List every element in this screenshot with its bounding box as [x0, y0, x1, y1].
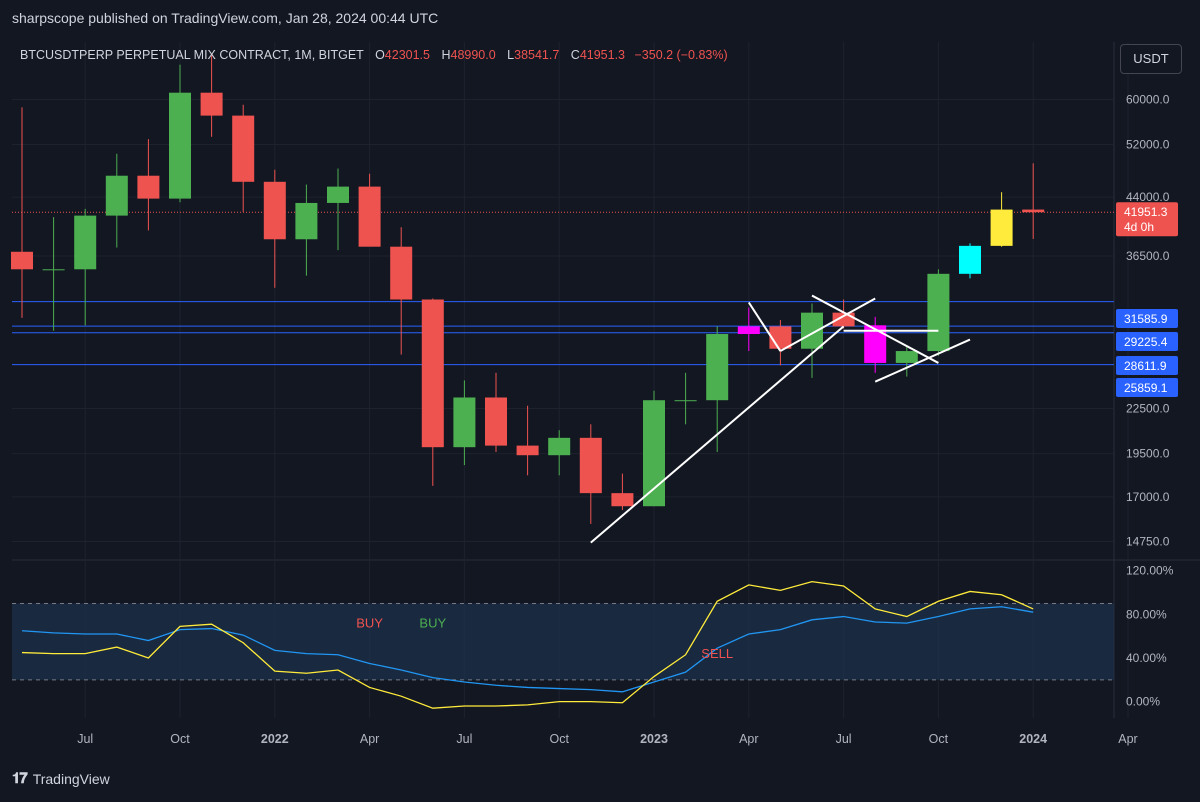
candle-body: [11, 251, 33, 270]
price-tick-label: 19500.0: [1126, 447, 1170, 461]
candle-body: [959, 245, 981, 274]
oscillator-annotation: BUY: [356, 615, 383, 630]
candle-body: [263, 181, 286, 240]
candle-body: [137, 175, 160, 199]
close-value: 41951.3: [579, 48, 626, 62]
candle-body: [864, 325, 887, 363]
axes: 60000.0 52000.0 44000.0 36500.0 22500.0 19500…: [77, 92, 1178, 746]
last-price-label: 41951.3: [1124, 205, 1168, 219]
candle-body: [927, 273, 950, 352]
close-label: C: [570, 48, 580, 62]
time-tick-label: Jul: [456, 732, 472, 746]
symbol-title[interactable]: BTCUSDTPERP PERPETUAL MIX CONTRACT, 1M, …: [20, 48, 364, 62]
oscillator-tick-label: 0.00%: [1126, 695, 1160, 709]
candle-body: [358, 186, 381, 247]
candle-body: [327, 186, 349, 203]
tradingview-logo-icon: 𝟏𝟕: [12, 770, 28, 787]
candle-body: [485, 397, 507, 446]
countdown-label: 4d 0h: [1124, 220, 1154, 234]
level-price-tag: [1116, 356, 1178, 375]
trendline: [874, 338, 971, 383]
candle-body: [990, 209, 1013, 246]
low-label: L: [507, 48, 515, 62]
time-tick-label: Jul: [836, 732, 852, 746]
candle-body: [611, 493, 634, 507]
trendline: [747, 301, 782, 352]
price-tick-label: 52000.0: [1126, 138, 1170, 152]
candles: [11, 55, 1045, 524]
candle-body: [169, 92, 191, 199]
change-value: −350.2 (−0.83%): [634, 48, 728, 62]
trendline: [779, 297, 876, 352]
trendline: [811, 294, 939, 364]
time-tick-label: Oct: [170, 732, 190, 746]
price-tick-label: 44000.0: [1126, 190, 1170, 204]
time-tick-label: Apr: [1118, 732, 1137, 746]
oscillator-band-fill: [12, 603, 1114, 680]
candle-body: [390, 246, 413, 300]
publish-info: sharpscope published on TradingView.com,…: [12, 10, 439, 26]
candle-body: [643, 400, 665, 507]
brand-name: TradingView: [32, 770, 110, 787]
level-price-tag: [1116, 309, 1178, 328]
trendline: [590, 325, 845, 544]
level-price-label: 31585.9: [1124, 312, 1168, 326]
high-label: H: [441, 48, 451, 62]
candle-body: [74, 215, 97, 270]
oscillator-tick-label: 80.00%: [1126, 607, 1167, 621]
last-price-tag: [1116, 202, 1178, 237]
time-tick-label: 2023: [640, 732, 668, 746]
oscillator-yellow-line: [21, 580, 1034, 709]
low-value: 38541.7: [514, 48, 560, 62]
candle-body: [895, 351, 918, 363]
candle-body: [1022, 209, 1045, 213]
oscillator-tick-label: 40.00%: [1126, 651, 1167, 665]
candle-body: [295, 202, 318, 240]
candle-body: [548, 437, 571, 456]
top-bar: sharpscope published on TradingView.com,…: [0, 0, 1200, 38]
oscillator-annotation: SELL: [701, 646, 733, 661]
high-value: 48990.0: [450, 48, 496, 62]
oscillator-blue-line: [21, 606, 1034, 693]
time-tick-label: 2022: [261, 732, 289, 746]
candle-body: [453, 397, 476, 448]
level-price-label: 29225.4: [1124, 335, 1168, 349]
time-tick-label: Apr: [739, 732, 758, 746]
candle-body: [232, 115, 255, 182]
candle-body: [737, 326, 760, 335]
candle-body: [579, 437, 602, 494]
trendlines: [590, 294, 971, 544]
symbol-legend: BTCUSDTPERP PERPETUAL MIX CONTRACT, 1M, …: [20, 48, 728, 62]
candle-body: [421, 299, 444, 448]
candle-body: [516, 445, 539, 456]
oscillator-panel: BUY BUY SELL: [12, 580, 1114, 709]
time-tick-label: Apr: [360, 732, 379, 746]
level-price-label: 28611.9: [1124, 359, 1167, 373]
price-tick-label: 60000.0: [1126, 92, 1170, 106]
level-price-tag: [1116, 332, 1178, 351]
candle-body: [801, 312, 823, 349]
time-tick-label: Oct: [929, 732, 949, 746]
candle-body: [42, 269, 65, 271]
price-tick-label: 22500.0: [1126, 402, 1170, 416]
currency-button[interactable]: USDT: [1120, 44, 1182, 74]
candle-body: [674, 400, 697, 402]
level-price-tag: [1116, 378, 1178, 397]
time-tick-label: Oct: [549, 732, 569, 746]
time-tick-label: Jul: [77, 732, 93, 746]
candle-body: [200, 92, 223, 116]
level-price-label: 25859.1: [1124, 381, 1168, 395]
price-tick-label: 17000.0: [1126, 490, 1170, 504]
time-tick-label: 2024: [1019, 732, 1047, 746]
open-label: O: [375, 48, 385, 62]
candle-body: [706, 334, 729, 401]
oscillator-tick-label: 120.00%: [1126, 564, 1174, 578]
open-value: 42301.5: [384, 48, 430, 62]
candle-body: [105, 175, 128, 216]
oscillator-annotation: BUY: [419, 615, 446, 630]
price-tick-label: 14750.0: [1126, 535, 1170, 549]
tradingview-logo[interactable]: 𝟏𝟕 TradingView: [12, 770, 110, 787]
price-tick-label: 36500.0: [1126, 249, 1170, 263]
